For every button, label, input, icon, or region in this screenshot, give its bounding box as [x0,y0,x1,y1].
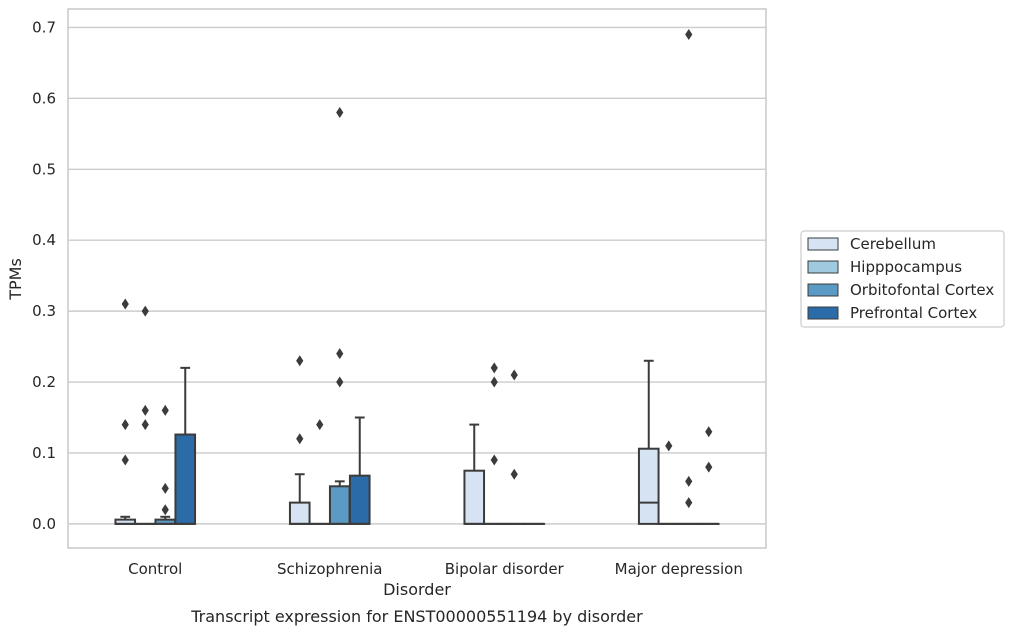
legend-entries: Cerebellum Hipppocampus Orbitofontal Corte… [807,235,994,322]
x-tick-label: Major depression [615,560,743,578]
outlier-point [121,298,129,310]
box-cerebellum-2 [463,423,486,525]
x-tick-label: Control [128,560,182,578]
outlier-point [510,369,518,381]
y-axis-title: TPMs [6,258,25,301]
box-orbitofontal-cortex-3 [677,29,700,525]
legend-label: Cerebellum [850,235,936,253]
legend-swatch [807,260,839,274]
legend-entry: Prefrontal Cortex [807,304,977,322]
y-tick-label: 0.4 [32,231,56,249]
outlier-point [336,376,344,388]
x-tick-labels: Control Schizophrenia Bipolar disorder Majo… [128,560,743,578]
box-prefrontal-cortex-1 [348,416,371,525]
box-hipppocampus-0 [134,305,157,525]
legend-label: Hipppocampus [850,258,962,276]
outlier-point [121,419,129,431]
box-body [463,469,486,525]
legend-entry: Orbitofontal Cortex [807,281,994,299]
outlier-point [316,419,324,431]
chart-caption: Transcript expression for ENST0000055119… [190,607,643,626]
box-body [174,433,197,525]
outlier-point [685,475,693,487]
outlier-point [336,107,344,119]
box-body [348,474,371,525]
y-tick-labels: 0.0 0.1 0.2 0.3 0.4 0.5 0.6 0.7 [32,18,56,532]
outlier-point [296,433,304,445]
box-prefrontal-cortex-3 [697,426,720,525]
outlier-point [141,419,149,431]
outlier-point [685,497,693,509]
outlier-point [705,426,713,438]
box-hipppocampus-1 [308,419,331,525]
outlier-point [161,504,169,516]
legend-swatch [807,283,839,297]
outlier-point [336,348,344,360]
outlier-point [161,404,169,416]
box-cerebellum-0 [114,298,137,525]
plot-frame [67,8,767,549]
box-body [637,447,660,525]
box-layer [114,29,720,525]
x-tick-label: Bipolar disorder [445,560,565,578]
y-tick-label: 0.0 [32,515,56,533]
box-hipppocampus-2 [483,362,506,525]
x-tick-label: Schizophrenia [277,560,382,578]
legend-swatch [807,237,839,251]
outlier-point [510,468,518,480]
legend-entry: Hipppocampus [807,258,962,276]
outlier-point [490,376,498,388]
outlier-point [665,440,673,452]
box-orbitofontal-cortex-0 [154,404,177,525]
grid-lines [68,26,766,525]
outlier-point [490,362,498,374]
outlier-point [121,454,129,466]
legend: Cerebellum Hipppocampus Orbitofontal Corte… [800,230,1005,328]
box-cerebellum-3 [637,359,660,525]
legend-label: Prefrontal Cortex [850,304,977,322]
y-tick-label: 0.2 [32,373,56,391]
y-tick-label: 0.5 [32,160,56,178]
outlier-point [141,404,149,416]
legend-entry: Cerebellum [807,235,936,253]
box-orbitofontal-cortex-2 [503,369,526,525]
outlier-point [161,482,169,494]
y-tick-label: 0.6 [32,89,56,107]
legend-swatch [807,306,839,320]
legend-label: Orbitofontal Cortex [850,281,994,299]
box-orbitofontal-cortex-1 [328,107,351,525]
outlier-point [296,355,304,367]
outlier-point [490,454,498,466]
box-body [288,501,311,525]
y-tick-label: 0.3 [32,302,56,320]
x-axis-title: Disorder [383,580,451,599]
box-cerebellum-1 [288,355,311,525]
outlier-point [141,305,149,317]
y-tick-label: 0.7 [32,18,56,36]
outlier-point [705,461,713,473]
outlier-point [685,29,693,41]
box-prefrontal-cortex-0 [174,366,197,525]
y-tick-label: 0.1 [32,444,56,462]
box-body [328,485,351,525]
legend-frame [800,230,1005,328]
